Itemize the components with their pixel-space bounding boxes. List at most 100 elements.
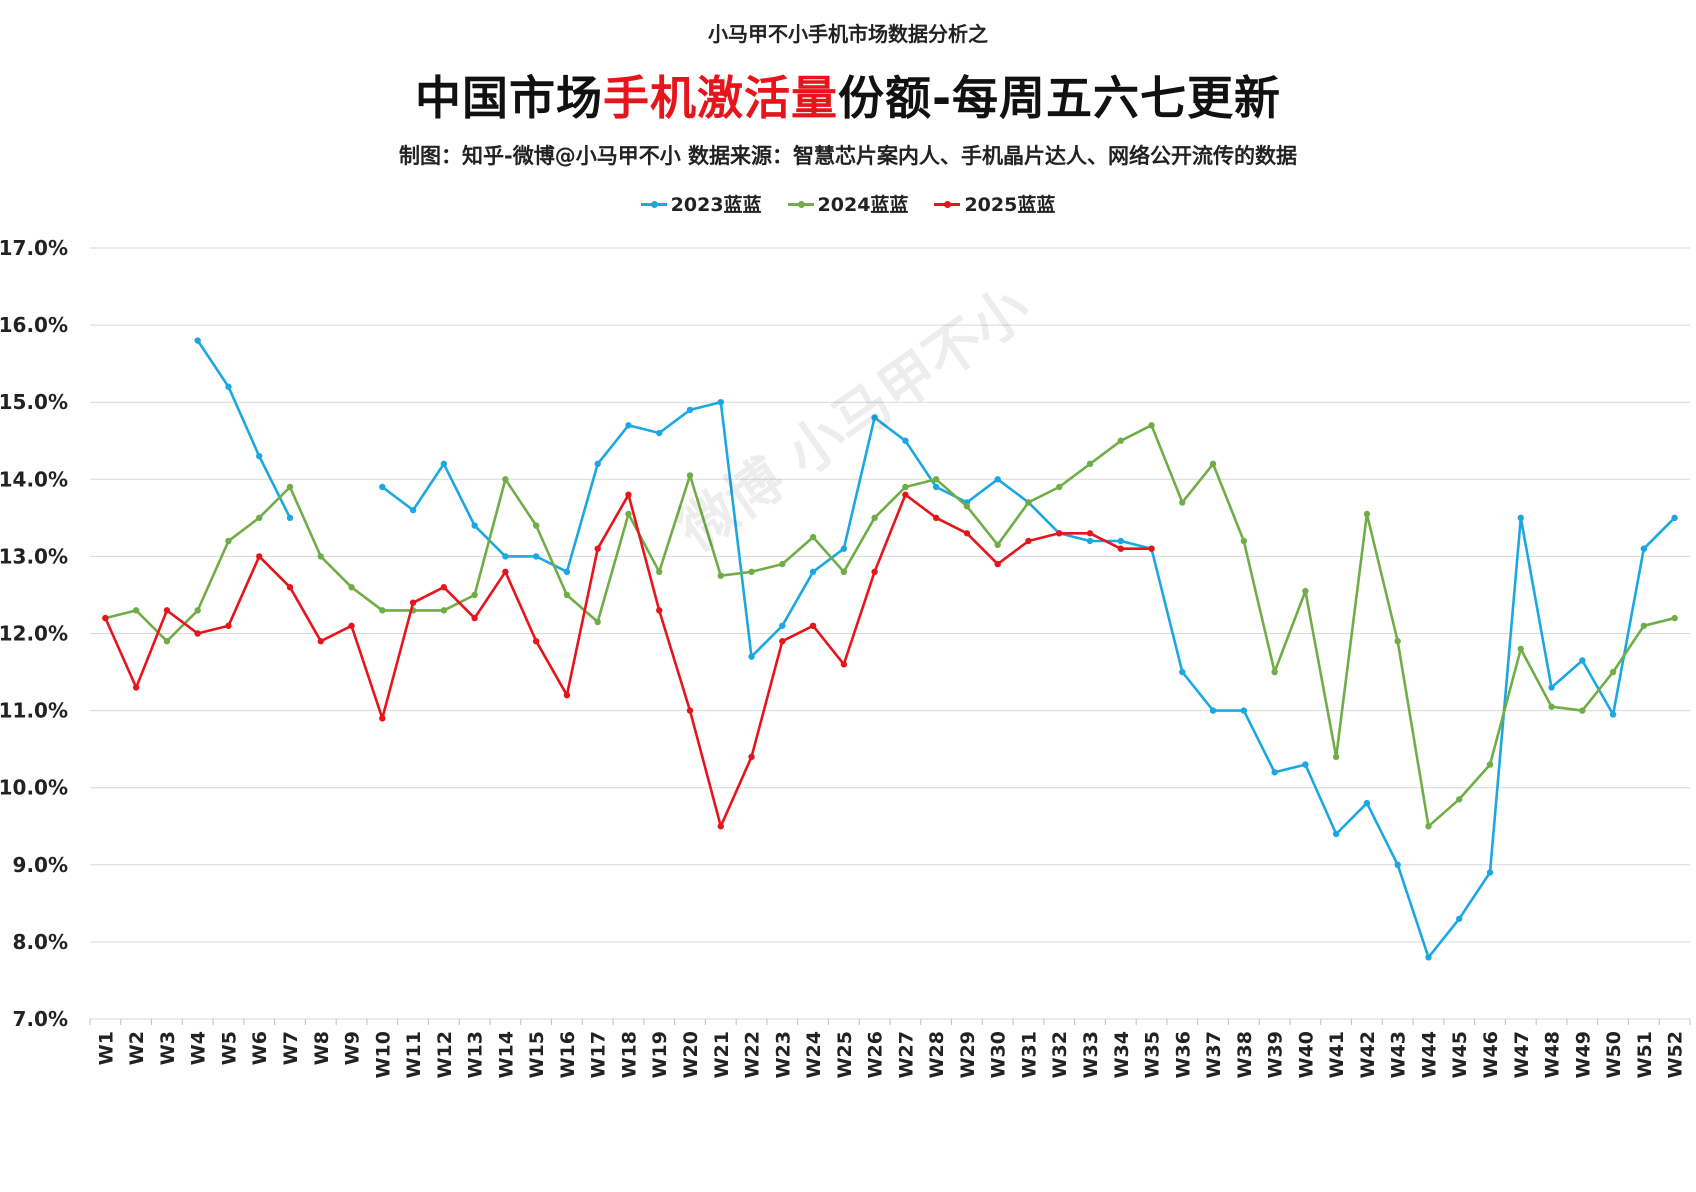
data-point xyxy=(871,568,878,576)
data-point xyxy=(1456,796,1463,803)
data-point xyxy=(1332,830,1340,838)
data-point xyxy=(809,568,817,576)
data-point xyxy=(1117,537,1124,545)
data-point xyxy=(717,399,724,406)
data-point xyxy=(1117,437,1124,444)
x-tick-label: W40 xyxy=(1295,1031,1317,1078)
data-point xyxy=(1517,645,1524,653)
data-point xyxy=(1209,707,1217,714)
data-point xyxy=(502,553,509,560)
legend-label: 2023蓝蓝 xyxy=(670,194,762,216)
title-prefix: 中国市场 xyxy=(414,71,603,125)
legend-item: 2023蓝蓝 xyxy=(640,190,762,217)
data-point xyxy=(1025,537,1032,545)
x-tick-label: W22 xyxy=(742,1031,764,1078)
data-point xyxy=(1640,545,1648,552)
x-tick-label: W11 xyxy=(403,1031,425,1078)
data-point xyxy=(1486,869,1494,876)
data-point xyxy=(440,460,448,468)
data-point xyxy=(1609,711,1617,718)
legend-label: 2025蓝蓝 xyxy=(964,194,1056,216)
x-tick-label: W14 xyxy=(495,1031,517,1078)
data-point xyxy=(594,460,601,468)
data-point xyxy=(717,572,724,579)
x-tick-label: W39 xyxy=(1265,1031,1287,1078)
data-point xyxy=(994,541,1001,549)
data-point xyxy=(963,503,971,510)
x-tick-label: W23 xyxy=(772,1031,794,1078)
data-point xyxy=(932,483,940,491)
data-point xyxy=(871,414,878,421)
x-tick-label: W47 xyxy=(1511,1031,1533,1078)
data-point xyxy=(1056,483,1063,491)
data-point xyxy=(1086,537,1094,545)
data-point xyxy=(1363,799,1371,807)
data-point xyxy=(748,753,755,761)
y-tick-label: 10.0% xyxy=(0,776,68,800)
data-point xyxy=(440,607,448,614)
chart-title: 中国市场手机激活量份额-每周五六七更新 xyxy=(0,62,1696,128)
data-point xyxy=(471,591,478,599)
data-point xyxy=(317,638,324,645)
x-tick-label: W4 xyxy=(188,1031,210,1065)
data-point xyxy=(1425,954,1432,961)
data-point xyxy=(902,437,909,444)
title-highlight: 手机激活量 xyxy=(602,71,838,125)
data-point xyxy=(1209,460,1217,468)
data-point xyxy=(902,491,909,498)
x-tick-label: W37 xyxy=(1203,1031,1225,1078)
data-point xyxy=(317,553,324,560)
data-point xyxy=(1671,514,1678,522)
data-point xyxy=(563,691,571,699)
x-tick-label: W9 xyxy=(342,1031,364,1065)
chart-subtitle: 制图：知乎-微博@小马甲不小 数据来源：智慧芯片案内人、手机晶片达人、网络公开流… xyxy=(398,144,1298,168)
data-point xyxy=(932,514,940,522)
y-tick-label: 9.0% xyxy=(13,853,68,877)
data-point xyxy=(1240,707,1248,714)
x-tick-label: W15 xyxy=(526,1031,548,1078)
data-point xyxy=(1425,823,1432,830)
data-point xyxy=(1486,761,1494,768)
data-point xyxy=(840,545,848,552)
data-point xyxy=(1179,668,1186,676)
x-tick-label: W26 xyxy=(865,1031,887,1078)
chart-supertitle: 小马甲不小手机市场数据分析之 xyxy=(708,22,988,46)
data-point xyxy=(409,599,417,606)
data-point xyxy=(194,630,201,637)
x-tick-label: W21 xyxy=(711,1031,733,1078)
data-point xyxy=(686,406,694,414)
data-point xyxy=(379,715,386,722)
data-point xyxy=(1363,510,1371,518)
x-tick-label: W19 xyxy=(649,1031,671,1078)
x-tick-label: W5 xyxy=(218,1031,240,1065)
data-point xyxy=(1609,668,1617,676)
x-tick-label: W43 xyxy=(1388,1031,1410,1078)
x-tick-label: W46 xyxy=(1480,1031,1502,1078)
x-tick-label: W35 xyxy=(1142,1031,1164,1078)
data-point xyxy=(871,514,878,522)
x-tick-label: W29 xyxy=(957,1031,979,1078)
series-line xyxy=(105,424,1675,828)
data-point xyxy=(902,483,909,491)
y-tick-label: 13.0% xyxy=(0,544,68,568)
data-point xyxy=(1640,622,1648,629)
data-point xyxy=(840,661,848,668)
data-point xyxy=(686,472,694,479)
x-tick-label: W3 xyxy=(157,1031,179,1065)
data-point xyxy=(1302,761,1309,768)
data-point xyxy=(1548,703,1555,710)
x-tick-label: W16 xyxy=(557,1031,579,1078)
x-tick-label: W45 xyxy=(1449,1031,1471,1078)
x-tick-label: W28 xyxy=(926,1031,948,1078)
data-point xyxy=(163,638,171,645)
data-point xyxy=(1179,499,1186,506)
data-point xyxy=(656,429,663,437)
data-point xyxy=(1086,460,1094,468)
x-tick-label: W36 xyxy=(1172,1031,1194,1078)
data-point xyxy=(1579,657,1586,664)
data-point xyxy=(286,483,294,491)
data-point xyxy=(1117,545,1124,552)
data-point xyxy=(225,622,232,629)
data-point xyxy=(779,560,786,568)
